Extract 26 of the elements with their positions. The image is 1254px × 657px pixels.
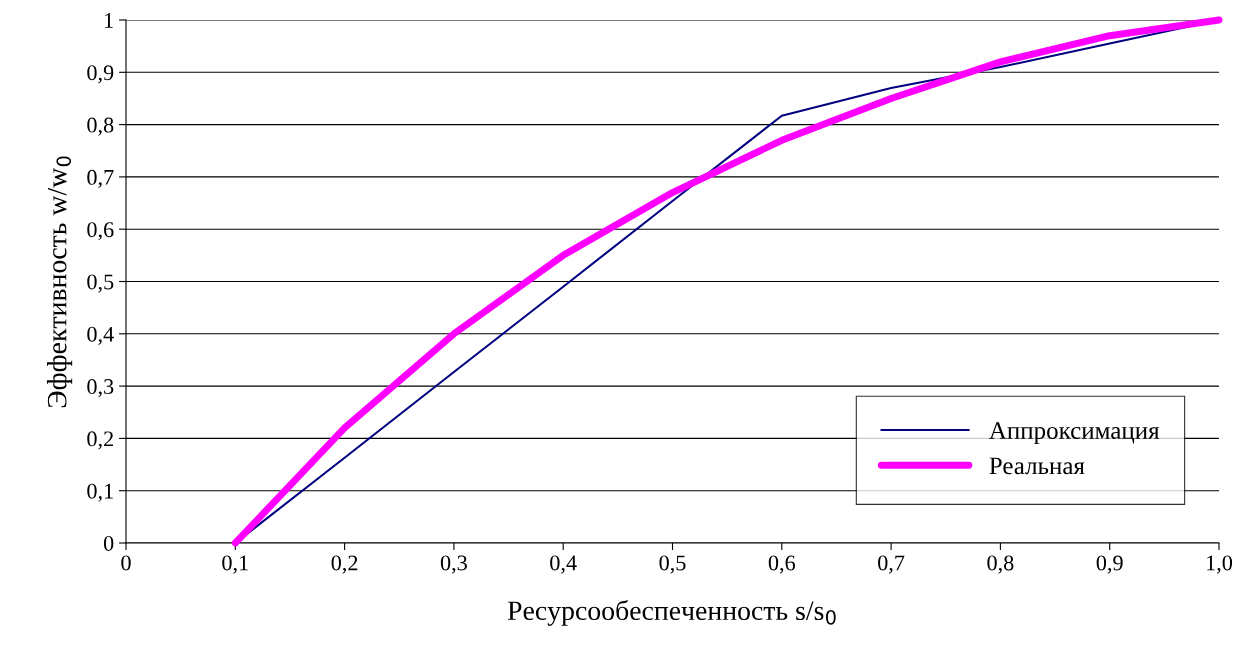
y-tick-label: 0,7 xyxy=(87,169,114,189)
x-tick-label: 0,1 xyxy=(222,555,248,574)
y-tick-label: 0,8 xyxy=(87,117,114,136)
x-tick-label: 0,2 xyxy=(331,555,358,574)
x-tick-label: 0,3 xyxy=(440,555,467,574)
x-tick-label: 0,7 xyxy=(878,555,905,574)
legend-label: Реальная xyxy=(989,457,1085,475)
legend-label: Аппроксимация xyxy=(989,422,1160,445)
y-tick-label: 0,1 xyxy=(87,483,113,502)
x-tick-label: 0,4 xyxy=(550,555,577,574)
y-tick-label: 0,9 xyxy=(87,65,114,84)
y-axis-title: Эффективность w/w$_{0}$ xyxy=(46,156,73,408)
x-tick-label: 0,6 xyxy=(768,555,796,574)
y-tick-label: 0,6 xyxy=(87,222,114,241)
x-axis-title: Ресурсообеспеченность s/s$_{0}$ xyxy=(507,599,836,626)
y-tick-label: 0,3 xyxy=(87,379,114,398)
x-tick-label: 0 xyxy=(121,555,131,571)
x-tick-label: 1,0 xyxy=(1207,555,1233,574)
y-tick-label: 0,2 xyxy=(87,431,113,450)
y-tick-label: 0 xyxy=(103,535,114,551)
x-tick-label: 0,5 xyxy=(659,555,686,574)
y-tick-label: 0,4 xyxy=(87,326,114,345)
y-tick-label: 0,5 xyxy=(87,274,114,293)
x-tick-label: 0,8 xyxy=(987,555,1014,574)
x-tick-label: 0,9 xyxy=(1096,555,1123,574)
y-tick-label: 1 xyxy=(105,13,113,28)
